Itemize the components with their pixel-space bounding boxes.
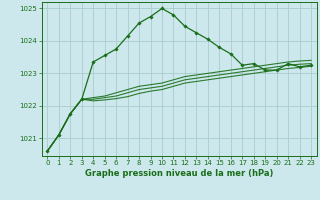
X-axis label: Graphe pression niveau de la mer (hPa): Graphe pression niveau de la mer (hPa): [85, 169, 273, 178]
